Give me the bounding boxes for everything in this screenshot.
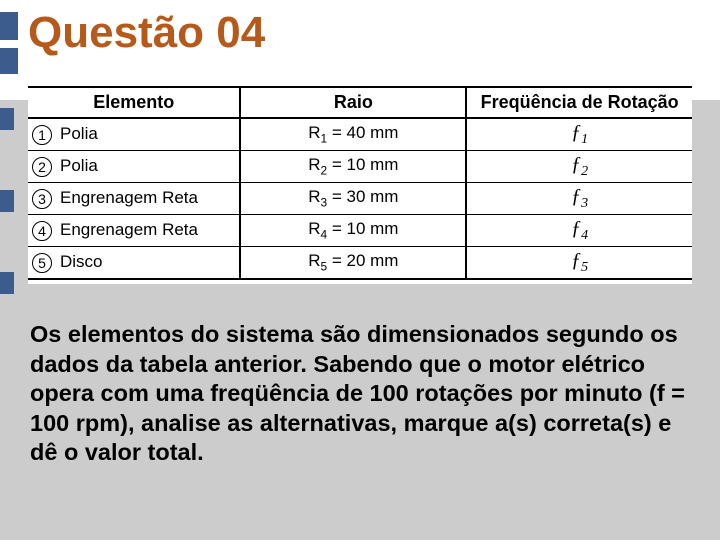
elemento-name: Polia (60, 124, 98, 143)
cell-raio: R3 = 30 mm (240, 183, 466, 215)
cell-raio: R4 = 10 mm (240, 215, 466, 247)
cell-raio: R5 = 20 mm (240, 247, 466, 280)
accent-notch (0, 108, 14, 130)
row-number-icon: 2 (32, 157, 52, 177)
cell-elemento: 3 Engrenagem Reta (28, 183, 240, 215)
accent-notch (0, 190, 14, 212)
col-header-elemento: Elemento (28, 87, 240, 118)
cell-elemento: 4 Engrenagem Reta (28, 215, 240, 247)
cell-raio: R2 = 10 mm (240, 151, 466, 183)
elemento-name: Disco (60, 252, 103, 271)
data-table-wrap: Elemento Raio Freqüência de Rotação 1 Pol… (28, 82, 692, 284)
elemento-name: Engrenagem Reta (60, 220, 198, 239)
table-row: 1 Polia R1 = 40 mm ƒ1 (28, 118, 692, 151)
row-number-icon: 4 (32, 221, 52, 241)
cell-elemento: 1 Polia (28, 118, 240, 151)
elemento-name: Engrenagem Reta (60, 188, 198, 207)
accent-notch (0, 272, 14, 294)
table-row: 3 Engrenagem Reta R3 = 30 mm ƒ3 (28, 183, 692, 215)
data-table: Elemento Raio Freqüência de Rotação 1 Pol… (28, 86, 692, 280)
col-header-raio: Raio (240, 87, 466, 118)
title-accent-bars (0, 12, 18, 74)
slide: Questão 04 Elemento Raio Freqüência de R… (0, 0, 720, 540)
cell-freq: ƒ1 (466, 118, 692, 151)
body-text: Os elementos do sistema são dimensionado… (30, 320, 694, 468)
page-title: Questão 04 (28, 8, 265, 58)
cell-freq: ƒ5 (466, 247, 692, 280)
table-row: 4 Engrenagem Reta R4 = 10 mm ƒ4 (28, 215, 692, 247)
left-accent-notches (0, 108, 14, 294)
col-header-frequencia: Freqüência de Rotação (466, 87, 692, 118)
cell-freq: ƒ4 (466, 215, 692, 247)
table-row: 2 Polia R2 = 10 mm ƒ2 (28, 151, 692, 183)
accent-bar (0, 12, 18, 40)
cell-elemento: 2 Polia (28, 151, 240, 183)
accent-bar (0, 48, 18, 74)
row-number-icon: 3 (32, 189, 52, 209)
table-row: 5 Disco R5 = 20 mm ƒ5 (28, 247, 692, 280)
cell-freq: ƒ3 (466, 183, 692, 215)
cell-freq: ƒ2 (466, 151, 692, 183)
elemento-name: Polia (60, 156, 98, 175)
row-number-icon: 5 (32, 253, 52, 273)
cell-elemento: 5 Disco (28, 247, 240, 280)
row-number-icon: 1 (32, 125, 52, 145)
cell-raio: R1 = 40 mm (240, 118, 466, 151)
table-header-row: Elemento Raio Freqüência de Rotação (28, 87, 692, 118)
